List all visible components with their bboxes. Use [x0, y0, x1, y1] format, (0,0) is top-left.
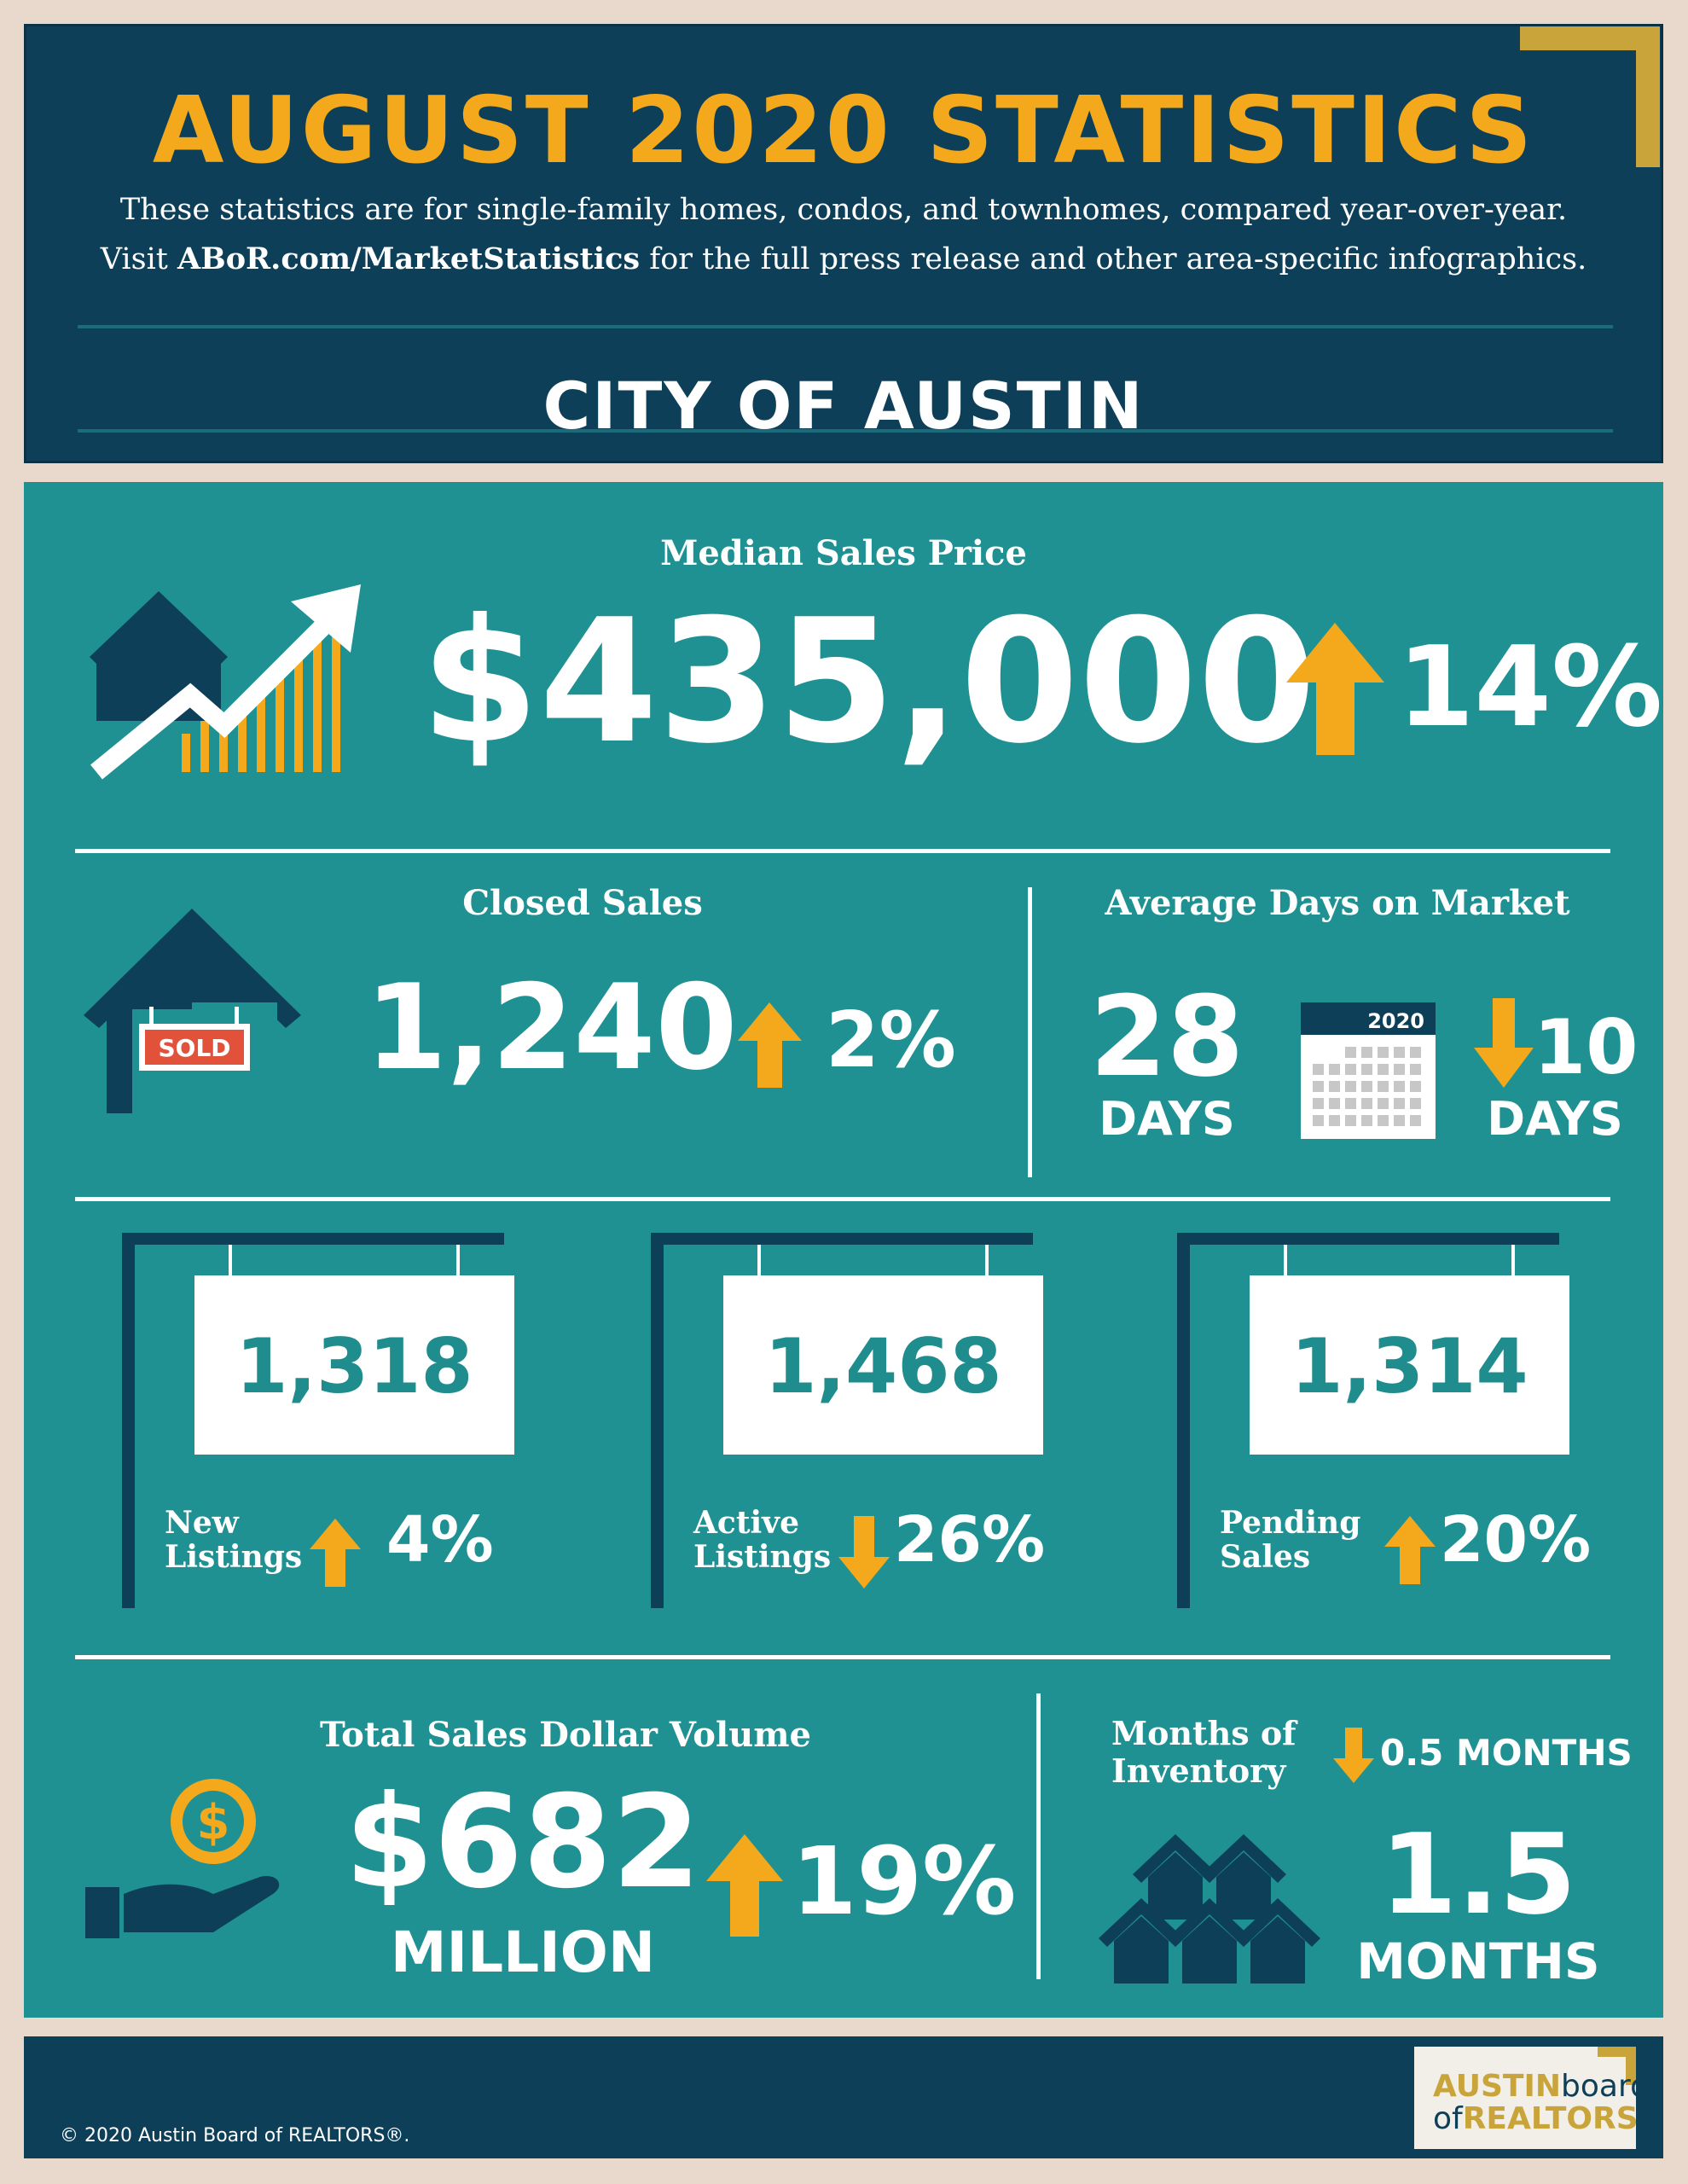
logo-of: of [1433, 2101, 1463, 2136]
copyright-text: © 2020 Austin Board of REALTORS®. [60, 2125, 410, 2146]
active-listings-label-1: Active [693, 1505, 799, 1541]
subtitle-rest-text: for the full press release and other are… [640, 242, 1587, 276]
arrow-down-icon [838, 1516, 890, 1589]
logo-austin: AUSTIN [1433, 2069, 1561, 2104]
vertical-divider-2 [1036, 1693, 1041, 1979]
arrow-up-icon [310, 1519, 361, 1587]
days-change-value: 10 [1534, 1003, 1639, 1091]
section-divider-2 [75, 1197, 1610, 1201]
new-listings-label: New Listings [165, 1506, 302, 1574]
logo-board: board [1561, 2069, 1650, 2104]
inventory-label-2: Inventory [1111, 1751, 1286, 1790]
section-divider-3 [75, 1655, 1610, 1659]
calendar-icon: 2020 [1301, 1002, 1436, 1139]
sold-house-icon: SOLD [84, 909, 301, 1113]
sign-post-icon [651, 1233, 1043, 1608]
pending-sales-label: Pending Sales [1220, 1506, 1360, 1574]
subtitle-visit-text: Visit [100, 242, 177, 276]
active-listings-value: 1,468 [764, 1322, 1002, 1410]
vertical-divider-1 [1028, 887, 1032, 1177]
header-divider-top [78, 325, 1613, 328]
median-price-value: $435,000 [421, 583, 1317, 781]
logo-line-1: AUSTINboard [1433, 2071, 1650, 2103]
median-price-label: Median Sales Price [660, 533, 1027, 573]
pending-sales-label-2: Sales [1220, 1539, 1311, 1575]
arrow-up-icon [706, 1834, 783, 1937]
abor-logo[interactable]: AUSTINboard ofREALTORS [1414, 2047, 1650, 2149]
days-on-market-unit: DAYS [1099, 1092, 1235, 1146]
arrow-up-icon [738, 1002, 802, 1088]
svg-text:$: $ [197, 1795, 230, 1850]
arrow-down-icon [1333, 1728, 1374, 1783]
houses-icon [1099, 1834, 1320, 1984]
header-panel: AUGUST 2020 STATISTICS These statistics … [24, 24, 1663, 463]
active-listings-label-2: Listings [693, 1539, 832, 1575]
inventory-value: 1.5 [1379, 1809, 1577, 1939]
corner-bracket-icon [1520, 26, 1660, 167]
sold-sign-text: SOLD [158, 1034, 230, 1062]
pending-sales-label-1: Pending [1220, 1505, 1361, 1541]
sign-post-icon [1177, 1233, 1569, 1608]
inventory-change: 0.5 MONTHS [1380, 1732, 1633, 1774]
active-listings-label: Active Listings [693, 1506, 831, 1574]
arrow-up-icon [1286, 623, 1384, 755]
inventory-label-1: Months of [1111, 1714, 1296, 1752]
section-divider-1 [75, 849, 1610, 853]
total-volume-label: Total Sales Dollar Volume [319, 1715, 812, 1755]
active-listings-change: 26% [894, 1503, 1046, 1577]
calendar-year: 2020 [1367, 1009, 1424, 1033]
new-listings-change: 4% [386, 1503, 494, 1577]
page-title: AUGUST 2020 STATISTICS [152, 78, 1535, 184]
new-listings-label-2: Listings [165, 1539, 303, 1575]
pending-sales-value: 1,314 [1291, 1322, 1528, 1410]
inventory-label: Months of Inventory [1111, 1715, 1296, 1790]
sign-post-icon [122, 1233, 514, 1608]
logo-line-2: ofREALTORS [1433, 2103, 1639, 2135]
footer-panel: © 2020 Austin Board of REALTORS®. AUSTIN… [24, 2036, 1663, 2158]
days-on-market-value: 28 [1089, 972, 1244, 1101]
total-volume-change: 19% [792, 1827, 1017, 1936]
total-volume-value: $682 [345, 1769, 701, 1917]
hand-coin-icon: $ [85, 1779, 280, 1938]
days-change-unit: DAYS [1487, 1092, 1623, 1146]
closed-sales-label: Closed Sales [462, 883, 703, 923]
arrow-up-icon [1384, 1516, 1436, 1584]
closed-sales-value: 1,240 [365, 959, 738, 1096]
market-statistics-link[interactable]: ABoR.com/MarketStatistics [177, 241, 641, 276]
house-growth-chart-icon [90, 584, 361, 780]
arrow-down-icon [1474, 998, 1534, 1088]
logo-realtors: REALTORS [1462, 2101, 1639, 2136]
subtitle-line-2: Visit ABoR.com/MarketStatistics for the … [26, 241, 1661, 276]
new-listings-value: 1,318 [235, 1322, 473, 1410]
subtitle-line-1: These statistics are for single-family h… [119, 193, 1568, 227]
closed-sales-change: 2% [826, 996, 956, 1085]
header-divider-bottom [78, 429, 1613, 433]
new-listings-label-1: New [165, 1505, 239, 1541]
total-volume-unit: MILLION [390, 1920, 656, 1985]
pending-sales-change: 20% [1440, 1503, 1592, 1577]
days-on-market-label: Average Days on Market [1105, 883, 1570, 923]
median-price-change: 14% [1397, 622, 1663, 752]
inventory-unit: MONTHS [1356, 1932, 1600, 1990]
stats-panel: Median Sales Price $435,000 14% Closed S… [24, 482, 1663, 2018]
logo-corner-icon [1598, 2047, 1636, 2085]
